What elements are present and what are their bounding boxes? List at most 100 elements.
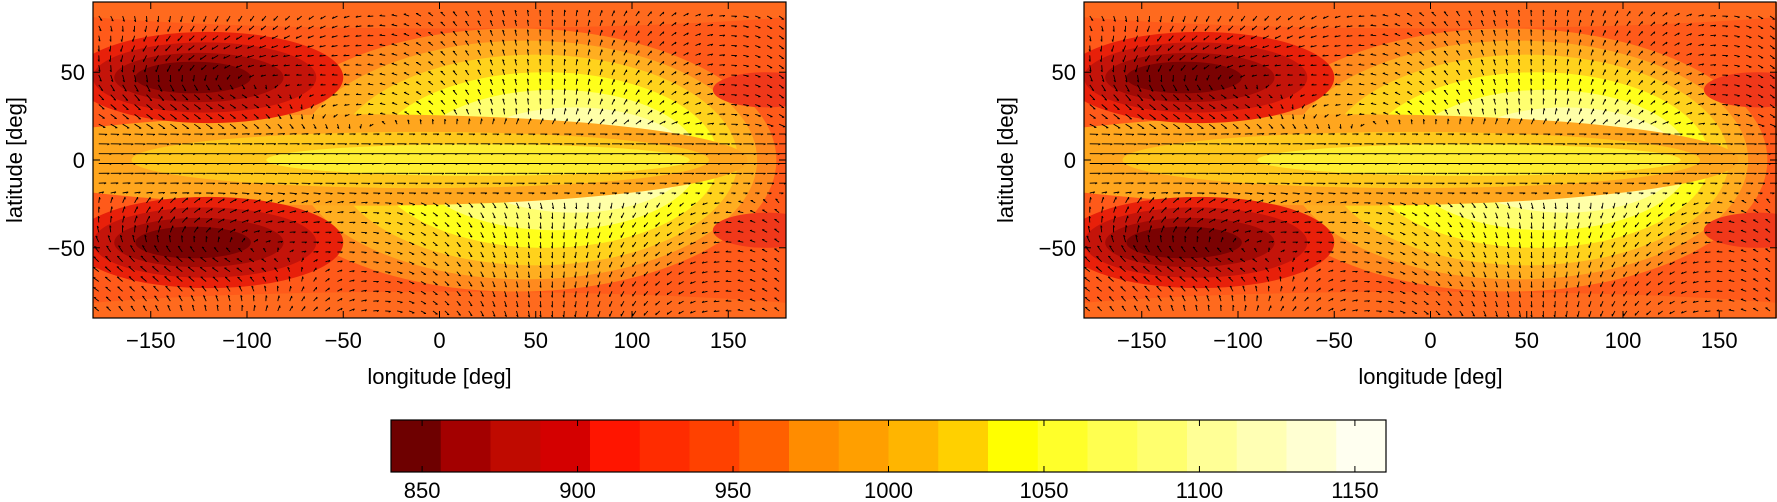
wind-vector-head bbox=[1133, 245, 1136, 247]
wind-vector bbox=[597, 281, 601, 288]
wind-vector-head bbox=[1669, 233, 1672, 236]
wind-vector-head bbox=[186, 192, 190, 195]
wind-vector-head bbox=[1319, 260, 1322, 263]
wind-vector bbox=[177, 245, 183, 253]
wind-vector-head bbox=[333, 115, 336, 118]
wind-vector-head bbox=[674, 91, 677, 94]
wind-vector bbox=[611, 98, 615, 105]
wind-vector bbox=[1244, 230, 1251, 233]
wind-vector bbox=[190, 25, 195, 32]
wind-vector-head bbox=[1437, 294, 1441, 296]
wind-vector-head bbox=[237, 76, 240, 79]
wind-vector bbox=[1191, 257, 1198, 263]
wind-vector-head bbox=[246, 209, 249, 212]
wind-vector-head bbox=[1090, 197, 1092, 200]
wind-vector-head bbox=[1576, 255, 1579, 259]
wind-vector-head bbox=[655, 234, 657, 237]
wind-vector bbox=[133, 65, 136, 73]
wind-vector-head bbox=[119, 172, 122, 175]
wind-vector bbox=[187, 266, 195, 273]
wind-vector-head bbox=[655, 214, 657, 217]
wind-vector bbox=[1229, 285, 1234, 292]
wind-vector bbox=[1232, 219, 1240, 223]
wind-vector bbox=[1447, 300, 1452, 306]
wind-vector-head bbox=[122, 225, 124, 228]
wind-vector-head bbox=[128, 133, 132, 136]
wind-vector-head bbox=[477, 49, 480, 52]
wind-vector-head bbox=[651, 120, 654, 123]
wind-vector-head bbox=[218, 236, 221, 239]
wind-vector bbox=[516, 251, 519, 258]
wind-vector bbox=[586, 222, 589, 229]
wind-vector-head bbox=[686, 71, 689, 75]
wind-vector bbox=[1316, 221, 1323, 223]
wind-vector-head bbox=[655, 273, 657, 276]
wind-vector bbox=[465, 109, 470, 115]
wind-vector bbox=[1195, 304, 1198, 312]
wind-vector bbox=[444, 212, 450, 217]
wind-vector-head bbox=[503, 108, 506, 111]
wind-vector-head bbox=[104, 182, 107, 185]
wind-vector bbox=[236, 258, 243, 263]
wind-vector-head bbox=[605, 182, 608, 185]
wind-vector-head bbox=[440, 143, 443, 146]
wind-vector-head bbox=[698, 23, 701, 26]
wind-vector-head bbox=[1143, 255, 1146, 258]
wind-vector-head bbox=[249, 276, 253, 279]
wind-vector-head bbox=[576, 9, 579, 13]
wind-vector-head bbox=[215, 172, 218, 175]
wind-vector bbox=[1316, 210, 1323, 214]
wind-vector-head bbox=[169, 79, 172, 83]
wind-vector bbox=[1423, 251, 1429, 256]
wind-vector-head bbox=[177, 245, 181, 248]
left-map-panel: −150 −100 −50 0 50 100 150 500−50 longitude [d… bbox=[2, 1, 787, 389]
wind-vector-head bbox=[284, 183, 287, 185]
wind-vector bbox=[331, 25, 338, 29]
wind-vector bbox=[1530, 281, 1533, 288]
wind-vector bbox=[229, 94, 236, 99]
wind-vector bbox=[502, 10, 505, 17]
wind-vector-head bbox=[710, 92, 714, 96]
wind-vector bbox=[1208, 198, 1216, 204]
wind-vector bbox=[128, 276, 135, 282]
wind-vector bbox=[167, 25, 171, 32]
wind-vector-head bbox=[287, 266, 290, 269]
wind-vector-head bbox=[319, 45, 322, 48]
wind-vector-head bbox=[737, 259, 741, 262]
wind-vector bbox=[122, 25, 124, 32]
wind-vector-head bbox=[340, 260, 343, 263]
wind-vector bbox=[1220, 228, 1227, 233]
wind-vector-head bbox=[332, 104, 335, 107]
wind-vector bbox=[1137, 215, 1141, 223]
wind-vector bbox=[440, 70, 446, 76]
wind-vector bbox=[130, 245, 135, 253]
wind-vector bbox=[211, 267, 219, 273]
wind-vector bbox=[325, 200, 332, 204]
wind-vector bbox=[265, 220, 273, 223]
wind-vector bbox=[379, 53, 386, 56]
wind-vector bbox=[575, 19, 578, 26]
wind-vector bbox=[452, 50, 458, 56]
wind-vector bbox=[193, 104, 201, 110]
wind-vector-head bbox=[551, 88, 554, 91]
wind-vector-head bbox=[227, 295, 231, 298]
wind-vector bbox=[193, 197, 201, 204]
wind-vector-head bbox=[1507, 216, 1510, 219]
wind-vector-head bbox=[655, 263, 657, 267]
wind-vector-head bbox=[713, 231, 716, 234]
wind-vector-head bbox=[173, 99, 177, 101]
wind-vector-head bbox=[1273, 210, 1276, 213]
wind-vector-head bbox=[1096, 256, 1099, 258]
wind-vector-head bbox=[527, 275, 530, 278]
wind-vector bbox=[117, 286, 123, 292]
wind-vector bbox=[480, 251, 484, 258]
wind-vector bbox=[181, 235, 183, 243]
wind-vector bbox=[575, 68, 578, 76]
wind-vector-head bbox=[1297, 200, 1300, 203]
wind-vector-head bbox=[317, 221, 320, 224]
wind-vector-head bbox=[619, 143, 623, 146]
wind-vector-head bbox=[469, 284, 473, 287]
wind-vector bbox=[146, 206, 151, 213]
wind-vector-head bbox=[1716, 220, 1720, 223]
wind-vector bbox=[1634, 271, 1640, 277]
